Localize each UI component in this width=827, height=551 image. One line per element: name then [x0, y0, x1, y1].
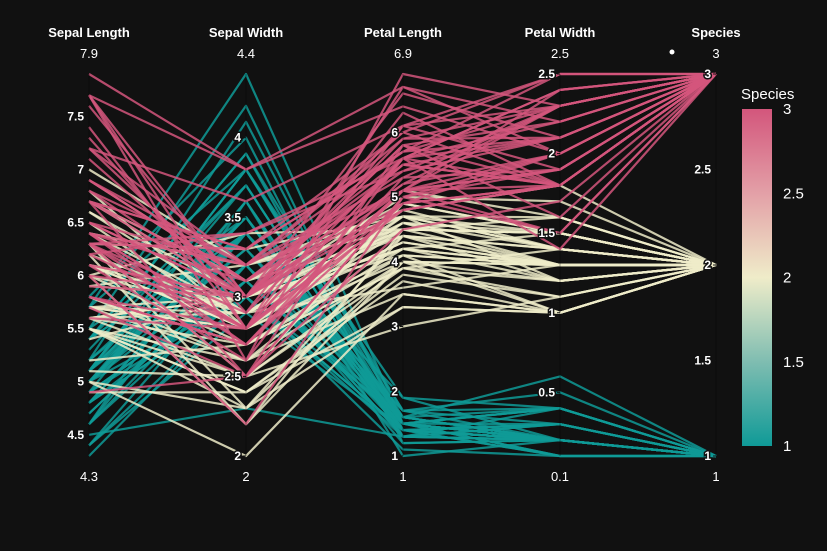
axis-sepal_width[interactable]: Sepal Width 4.4 22 2.5 3 3.5 4 [209, 25, 283, 484]
colorbar-tick-label: 1 [783, 438, 791, 455]
axis-min-label: 0.1 [551, 469, 569, 484]
tick-label: 3 [391, 320, 398, 334]
tick-label: 6 [391, 125, 398, 139]
axis-title: Petal Width [525, 25, 596, 40]
data-line [88, 73, 717, 298]
axis-petal_length[interactable]: Petal Length 6.9 11 2 3 4 5 6 [364, 25, 442, 484]
tick-label: 4.5 [67, 428, 84, 442]
tick-label: 7 [77, 163, 84, 177]
axis-max-label: 3 [712, 46, 719, 61]
colorbar-tick-label: 1.5 [783, 354, 804, 371]
tick-label: 3 [234, 290, 241, 304]
tick-label: 1.5 [538, 226, 555, 240]
axis-species[interactable]: Species 3 11 1.5 2 2.5 3 [691, 25, 740, 484]
tick-label: 3.5 [224, 210, 241, 224]
tick-label: 5 [391, 190, 398, 204]
colorbar: Species 1 1.5 2 2.5 3 [741, 86, 804, 455]
tick-label: 1 [704, 449, 711, 463]
axes: Sepal Length 7.9 4.3 4.5 5 5.5 6 6.5 7 7.5 Sepal W… [48, 25, 740, 484]
tick-label: 2.5 [538, 67, 555, 81]
tick-label: 2 [704, 258, 711, 272]
data-line [88, 72, 717, 282]
tick-label: 2 [391, 384, 398, 398]
tick-label: 3 [704, 67, 711, 81]
axis-title: Petal Length [364, 25, 442, 40]
axis-max-label: 4.4 [237, 46, 255, 61]
tick-label: 6 [77, 269, 84, 283]
tick-label: 4 [234, 131, 241, 145]
tick-label: 2.5 [224, 369, 241, 383]
tick-label: 2 [234, 449, 241, 463]
data-line [88, 72, 716, 251]
axis-min-label: 4.3 [80, 469, 98, 484]
axis-title: Sepal Width [209, 25, 283, 40]
axis-min-label: 2 [242, 469, 249, 484]
axis-petal_width[interactable]: Petal Width 2.5 0.1 0.5 1 1.5 2 2.5 [525, 25, 596, 484]
dot-marker [669, 49, 675, 55]
data-line [88, 72, 717, 256]
colorbar-title: Species [741, 86, 794, 103]
tick-label: 4 [391, 255, 398, 269]
axis-title: Sepal Length [48, 25, 130, 40]
tick-label: 0.5 [538, 385, 555, 399]
data-line [88, 73, 717, 394]
tick-label: 5 [77, 375, 84, 389]
tick-label: 2.5 [694, 163, 711, 177]
axis-max-label: 6.9 [394, 46, 412, 61]
axis-min-label: 1 [399, 469, 406, 484]
tick-label: 6.5 [67, 216, 84, 230]
tick-label: 7.5 [67, 109, 84, 123]
colorbar-tick-label: 2.5 [783, 185, 804, 202]
tick-label: 2 [548, 147, 555, 161]
data-line [88, 263, 717, 410]
axis-max-label: 2.5 [551, 46, 569, 61]
data-line [88, 73, 717, 298]
tick-label: 1 [391, 449, 398, 463]
colorbar-gradient [742, 109, 772, 446]
axis-min-label: 1 [712, 469, 719, 484]
axis-sepal_length[interactable]: Sepal Length 7.9 4.3 4.5 5 5.5 6 6.5 7 7.5 [48, 25, 130, 484]
tick-label: 1.5 [694, 354, 711, 368]
tick-label: 5.5 [67, 322, 84, 336]
colorbar-tick-label: 3 [783, 101, 791, 118]
data-line [88, 254, 716, 330]
axis-max-label: 7.9 [80, 46, 98, 61]
tick-label: 1 [548, 306, 555, 320]
axis-title: Species [691, 25, 740, 40]
colorbar-tick-label: 2 [783, 270, 791, 287]
